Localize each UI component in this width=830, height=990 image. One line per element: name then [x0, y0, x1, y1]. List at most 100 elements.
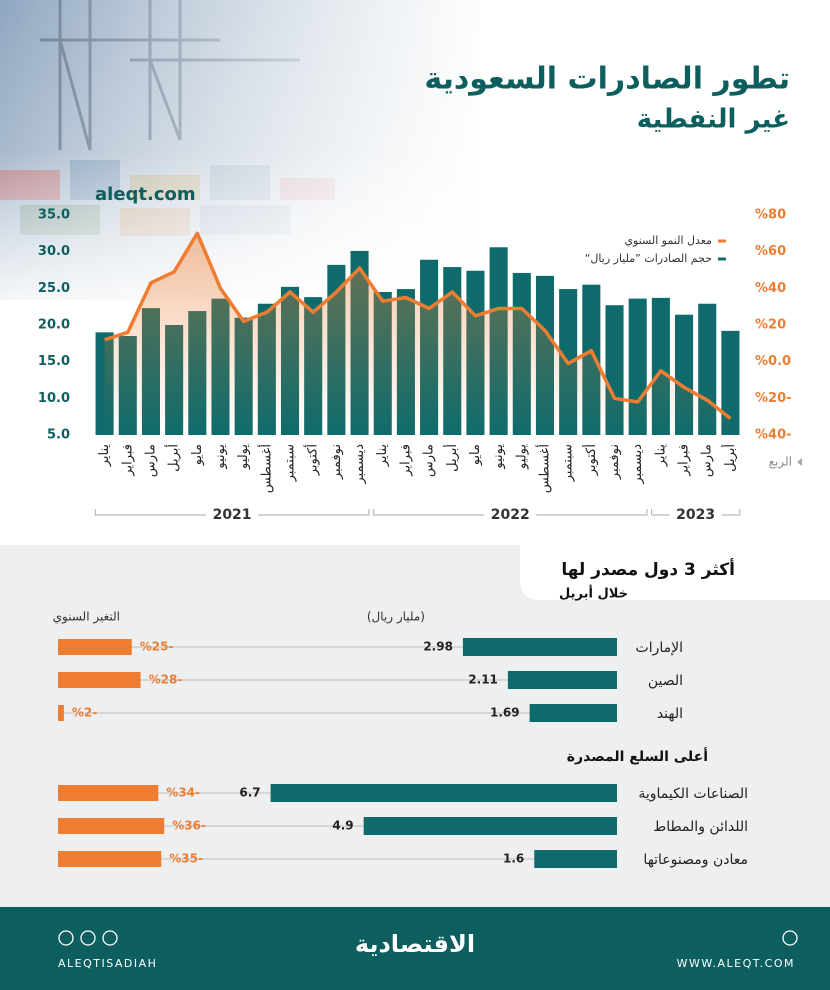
panel — [0, 545, 830, 907]
x-tick-label: أكتوبر — [304, 444, 321, 476]
line — [104, 231, 732, 420]
change-value-label: %34- — [166, 786, 200, 800]
group-label: 2022 — [491, 507, 530, 523]
row-name: الإمارات — [636, 640, 683, 656]
group-label-bg — [669, 506, 722, 524]
value-label: 6.7 — [239, 786, 260, 800]
x-tick-label: نوفمبر — [607, 444, 622, 480]
x-tick-label: أغسطس — [535, 444, 552, 493]
row-name: الصناعات الكيماوية — [638, 786, 748, 802]
section-subtitle: خلال أبريل — [559, 585, 628, 602]
line-area — [104, 233, 731, 435]
change-value-label: %28- — [149, 673, 183, 687]
x-tick-label: أكتوبر — [582, 444, 599, 476]
x-tick-label: أبريل — [165, 444, 182, 472]
x-tick-label: سبتمبر — [283, 444, 298, 482]
value-label: 2.98 — [423, 640, 453, 654]
legend-label: حجم الصادرات ”مليار ريال“ — [585, 252, 712, 265]
logo: الاقتصادية — [355, 930, 475, 958]
group-label-bg — [206, 506, 259, 524]
y-tick-label: 5.0 — [47, 428, 70, 443]
x-tick-label: ديسمبر — [630, 444, 645, 485]
x-tick-label: مارس — [700, 444, 715, 477]
footer-website: WWW.ALEQT.COM — [677, 957, 795, 970]
row-name: معادن ومصنوعاتها — [643, 852, 748, 868]
bar — [462, 638, 617, 656]
x-tick-label: أبريل — [721, 444, 738, 472]
x-tick-label: فبراير — [120, 444, 135, 477]
bar — [270, 784, 617, 802]
row-name: الصين — [648, 673, 683, 689]
y-tick-label: 25.0 — [38, 281, 70, 296]
x-tick-label: يناير — [97, 444, 112, 468]
y2-tick-label: %40- — [755, 428, 792, 443]
x-tick-label: أبريل — [443, 444, 460, 472]
group-label: 2021 — [213, 507, 252, 523]
y-tick-label: 30.0 — [38, 244, 70, 259]
y2-tick-label: %0.0 — [755, 354, 791, 369]
x-tick-label: مارس — [422, 444, 437, 477]
social-icons — [58, 930, 798, 946]
change-bar — [58, 851, 162, 867]
title: تطور الصادرات السعودية — [424, 62, 790, 97]
bar — [529, 704, 617, 722]
change-bar — [58, 818, 165, 834]
x-tick-label: نوفمبر — [329, 444, 344, 480]
x-tick-label: مارس — [143, 444, 158, 477]
x-tick-label: يونيو — [213, 444, 228, 470]
value-label: 1.6 — [503, 852, 524, 866]
combo-chart: 5.0 10.0 15.0 20.0 25.0 30.0 35.0 %40- %20- %0.0%… — [38, 208, 802, 524]
legend-label: معدل النمو السنوي — [624, 234, 712, 247]
change-value-label: %25- — [140, 640, 174, 654]
x-tick-label: يناير — [375, 444, 390, 468]
change-bar — [58, 672, 141, 688]
section-title: أكثر 3 دول مصدر لها — [561, 558, 735, 580]
change-value-label: %36- — [172, 819, 206, 833]
x-tick-label: يوليو — [236, 444, 251, 470]
background-photo — [0, 0, 830, 330]
unit-label: (مليار ريال) — [367, 610, 425, 625]
y2-tick-label: %40 — [755, 281, 786, 296]
x-tick-label: يوليو — [514, 444, 529, 470]
change-label: التغير السنوي — [53, 610, 120, 625]
section-title: أعلى السلع المصدرة — [567, 747, 708, 765]
subtitle: غير النفطية — [637, 105, 790, 135]
group-label-bg — [484, 506, 537, 524]
y-tick-label: 10.0 — [38, 391, 70, 406]
rankings: أكثر 3 دول مصدر لها خلال أبريل (مليار ريال… — [53, 558, 748, 868]
row-name: اللدائن والمطاط — [653, 819, 748, 835]
source: aleqt.com — [95, 184, 196, 205]
x-tick-label: مايو — [190, 444, 205, 466]
footer-handle: ALEQTISADIAH — [58, 957, 157, 970]
y2-tick-label: %20- — [755, 391, 792, 406]
value-label: 1.69 — [490, 706, 520, 720]
x-tick-label: فبراير — [677, 444, 692, 477]
row-name: الهند — [657, 706, 683, 722]
group-label: 2023 — [676, 507, 715, 523]
x-tick-label: سبتمبر — [561, 444, 576, 482]
bar — [363, 817, 617, 835]
change-bar — [58, 639, 132, 655]
x-axis-label: الربع — [769, 455, 792, 470]
x-axis-arrow — [797, 458, 802, 466]
y2-tick-label: %20 — [755, 318, 786, 333]
footer — [0, 907, 830, 990]
bar — [507, 671, 617, 689]
change-value-label: %2- — [72, 706, 97, 720]
x-tick-label: يناير — [653, 444, 668, 468]
x-tick-label: يونيو — [491, 444, 506, 470]
x-tick-label: أغسطس — [257, 444, 274, 493]
value-label: 2.11 — [468, 673, 498, 687]
bar — [721, 330, 740, 435]
change-bar — [58, 785, 159, 801]
change-value-label: %35- — [169, 852, 203, 866]
y2-tick-label: %60 — [755, 244, 786, 259]
y-tick-label: 20.0 — [38, 318, 70, 333]
change-bar — [58, 705, 64, 721]
y-tick-label: 35.0 — [38, 208, 70, 223]
panel-tab — [520, 545, 830, 600]
x-tick-label: ديسمبر — [352, 444, 367, 485]
y2-tick-label: %80 — [755, 208, 786, 223]
x-tick-label: فبراير — [398, 444, 413, 477]
